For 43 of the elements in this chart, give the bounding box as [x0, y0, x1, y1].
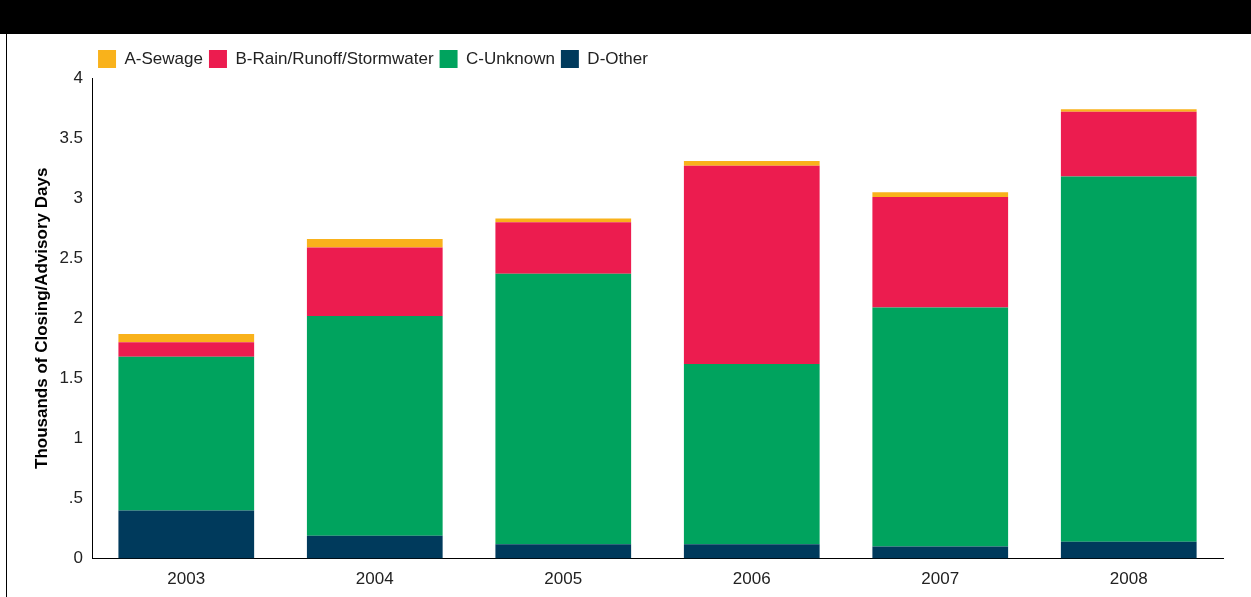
bar: [1060, 111, 1197, 177]
y-tick-label: 1.5: [59, 368, 84, 388]
y-tick-label: 1: [73, 428, 84, 448]
bar: [872, 307, 1009, 547]
bar: [872, 546, 1009, 559]
x-tick-label: 2006: [732, 569, 771, 589]
bar: [683, 160, 820, 166]
legend-label: B-Rain/Runoff/Stormwater: [235, 48, 434, 68]
x-tick-label: 2005: [544, 569, 583, 589]
x-tick-label: 2008: [1109, 569, 1148, 589]
legend-label: A-Sewage: [124, 48, 203, 68]
bar: [1060, 541, 1197, 559]
legend-label: D-Other: [587, 48, 649, 68]
y-tick-label: 3: [73, 187, 84, 207]
bar: [872, 196, 1009, 308]
y-tick-label: 4: [73, 67, 84, 87]
bar: [495, 273, 632, 545]
y-tick-label: 3.5: [59, 127, 84, 147]
y-axis-title: Thousands of Closing/Advisory Days: [31, 167, 51, 469]
bar: [118, 510, 255, 559]
y-tick-label: 2: [73, 307, 84, 327]
bar: [683, 544, 820, 559]
bar: [1060, 109, 1197, 112]
bar: [306, 247, 443, 316]
x-tick-label: 2004: [355, 569, 394, 589]
bar: [683, 363, 820, 545]
bar: [495, 222, 632, 274]
bar: [306, 239, 443, 248]
bar: [306, 535, 443, 559]
x-tick-label: 2003: [167, 569, 206, 589]
bar: [872, 192, 1009, 197]
bar: [118, 342, 255, 357]
bar: [306, 315, 443, 536]
legend-label: C-Unknown: [466, 48, 555, 68]
y-tick-label: 0: [73, 548, 84, 568]
y-tick-label: .5: [68, 488, 84, 508]
bar: [683, 165, 820, 364]
y-tick-label: 2.5: [59, 247, 84, 267]
bar: [118, 333, 255, 343]
bar: [118, 356, 255, 511]
bar: [495, 544, 632, 559]
bar: [1060, 176, 1197, 542]
x-tick-label: 2007: [921, 569, 960, 589]
